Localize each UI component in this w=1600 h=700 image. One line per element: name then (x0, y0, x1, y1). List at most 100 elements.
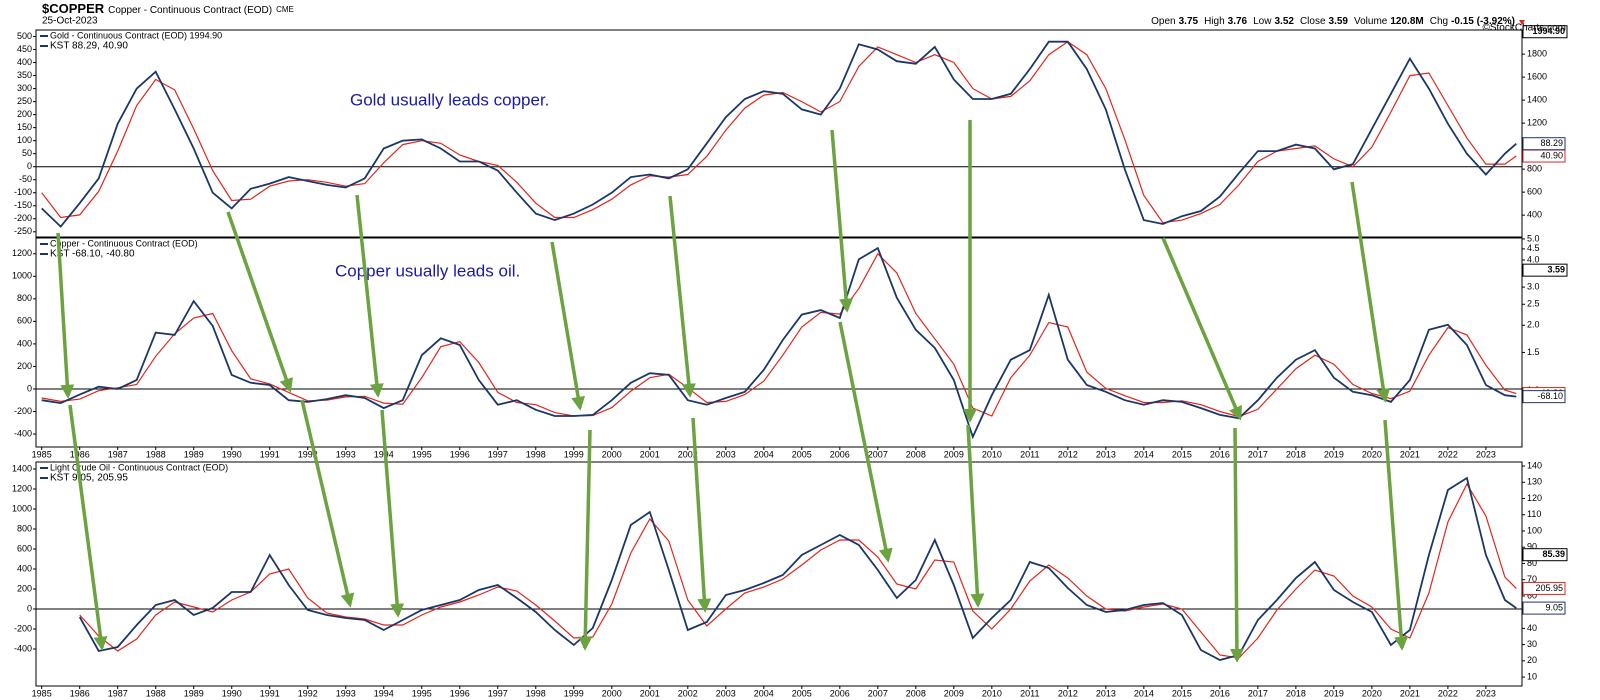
quote-label: High (1204, 16, 1225, 27)
y-tick-label: -200 (14, 623, 32, 633)
y-tick-label: 350 (17, 70, 32, 80)
exchange: CME (276, 5, 294, 14)
y-tick-label: 600 (17, 316, 32, 326)
x-tick-label: 1990 (222, 688, 242, 698)
y-tick-label: 100 (17, 135, 32, 145)
x-tick-label: 2006 (830, 688, 850, 698)
x-tick-label: 2020 (1362, 688, 1382, 698)
y-tick-label: 300 (17, 83, 32, 93)
y-tick-label: -250 (14, 226, 32, 236)
y2-tick-label: 100 (1527, 525, 1542, 535)
y2-tick-label: 1200 (1527, 118, 1547, 128)
y-tick-label: 200 (17, 109, 32, 119)
y2-tick-label: 30 (1527, 639, 1537, 649)
kst-line (79, 482, 1517, 659)
date: 25-Oct-2023 (42, 16, 98, 27)
price-tag-box (1522, 25, 1568, 39)
y-tick-label: 50 (22, 148, 32, 158)
y2-tick-label: 140 (1527, 460, 1542, 470)
x-tick-label: 1993 (336, 688, 356, 698)
arrow (226, 211, 293, 393)
y2-tick-label: 90 (1527, 542, 1537, 552)
x-tick-label: 2010 (982, 688, 1002, 698)
x-tick-label: 1996 (450, 688, 470, 698)
x-tick-label: 2018 (1286, 688, 1306, 698)
y-tick-label: 800 (17, 523, 32, 533)
legend-title: Copper - Continuous Contract (EOD) (50, 238, 198, 248)
y-tick-label: 150 (17, 122, 32, 132)
x-tick-label: 2008 (906, 449, 926, 459)
header-line: $COPPER Copper - Continuous Contract (EOD… (42, 1, 294, 16)
legend-title: Light Crude Oil - Continuous Contract (E… (50, 462, 228, 472)
value-tag: -68.10 (1537, 391, 1563, 401)
arrow (550, 241, 586, 411)
y2-tick-label: 3.0 (1527, 281, 1540, 291)
y-tick-label: 400 (17, 338, 32, 348)
x-tick-label: 1999 (564, 688, 584, 698)
x-tick-label: 1985 (32, 688, 52, 698)
x-tick-label: 2023 (1476, 688, 1496, 698)
y2-tick-label: 2.5 (1527, 299, 1540, 309)
quote-label: Chg (1430, 16, 1448, 27)
x-tick-label: 2012 (1058, 449, 1078, 459)
down-indicator (1519, 20, 1525, 25)
arrow (1350, 181, 1391, 403)
value-tag: 88.29 (1540, 138, 1563, 148)
x-tick-label: 1987 (108, 688, 128, 698)
y2-tick-label: 1400 (1527, 95, 1547, 105)
y-tick-label: 1200 (12, 483, 32, 493)
y2-tick-label: 120 (1527, 493, 1542, 503)
value-tag-box (1522, 581, 1566, 595)
arrow (578, 429, 593, 651)
quote-value: 3.75 (1179, 16, 1199, 27)
arrow (691, 417, 712, 613)
quote-label: Open (1151, 16, 1175, 27)
arrow (668, 195, 696, 398)
quote-label: Low (1253, 16, 1272, 27)
price-tag-box (1522, 548, 1568, 562)
x-tick-label: 1988 (146, 449, 166, 459)
kst-line (41, 246, 1517, 440)
x-tick-label: 1988 (146, 688, 166, 698)
y-tick-label: 200 (17, 361, 32, 371)
legend-entry: KST 9.05, (50, 473, 94, 484)
x-tick-label: 1987 (108, 449, 128, 459)
x-tick-label: 2010 (982, 449, 1002, 459)
x-tick-label: 2005 (792, 688, 812, 698)
x-tick-label: 2006 (830, 449, 850, 459)
y-tick-label: 500 (17, 31, 32, 41)
y2-tick-label: 60 (1527, 590, 1537, 600)
x-tick-label: 2022 (1438, 688, 1458, 698)
x-tick-label: 2019 (1324, 449, 1344, 459)
x-tick-label: 2017 (1248, 449, 1268, 459)
x-tick-label: 2021 (1400, 449, 1420, 459)
y-tick-label: -150 (14, 200, 32, 210)
y-tick-label: -100 (14, 187, 32, 197)
x-tick-label: 2009 (944, 449, 964, 459)
legend-entry: 40.90 (103, 41, 128, 52)
panel-frame (35, 237, 1523, 448)
y-tick-label: 1200 (12, 248, 32, 258)
x-tick-label: 2015 (1172, 688, 1192, 698)
x-tick-label: 2011 (1020, 449, 1039, 459)
panel-frame (35, 29, 1523, 238)
y2-tick-label: 40 (1527, 623, 1537, 633)
x-tick-label: 2004 (754, 449, 774, 459)
x-tick-label: 1997 (488, 449, 508, 459)
price-tag: 1994.90 (1532, 26, 1565, 36)
y-tick-label: -50 (19, 174, 32, 184)
quote-label: Volume (1354, 16, 1388, 27)
y-tick-label: 1400 (12, 463, 32, 473)
x-tick-label: 1991 (260, 688, 280, 698)
y-tick-label: 250 (17, 96, 32, 106)
x-tick-label: 2012 (1058, 688, 1078, 698)
x-tick-label: 2000 (602, 688, 622, 698)
x-tick-label: 2015 (1172, 449, 1192, 459)
quote-value: -0.15 (-3.92%) (1451, 16, 1515, 27)
y-tick-label: 0 (27, 383, 32, 393)
legend-entry: KST -68.10, (50, 249, 103, 260)
x-tick-label: 2001 (640, 449, 660, 459)
y-tick-label: 400 (17, 57, 32, 67)
price-tag: 3.59 (1547, 265, 1565, 275)
y-tick-label: 1000 (12, 271, 32, 281)
